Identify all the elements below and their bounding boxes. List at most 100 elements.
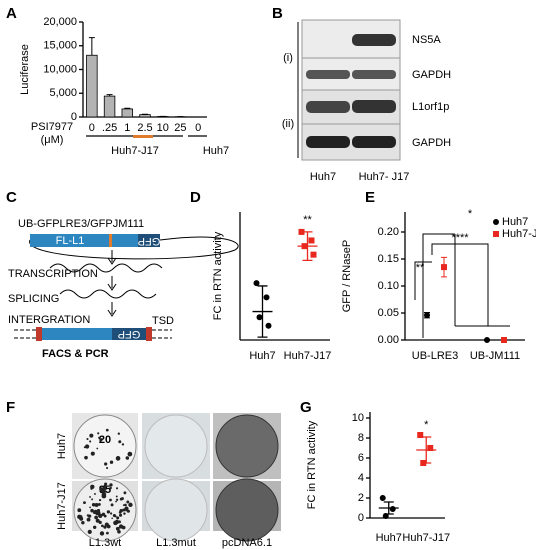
x-tick-label: Huh7-J17: [402, 532, 450, 544]
annotation: *: [424, 419, 429, 431]
colony: [97, 502, 101, 506]
colony: [98, 520, 102, 525]
row-label: Huh7-J17: [56, 482, 68, 530]
colony: [117, 530, 121, 534]
colony: [124, 503, 127, 507]
tsd-label: TSD: [152, 315, 174, 327]
colony: [115, 526, 120, 531]
colony: [102, 488, 106, 493]
y-axis-label: FC in RTN activity: [212, 231, 224, 320]
reporter: [112, 328, 146, 340]
group-label: Huh7-J17: [111, 145, 159, 157]
colony: [99, 438, 103, 442]
plate: [73, 414, 137, 478]
bar: [139, 114, 151, 118]
count: 20: [99, 434, 111, 446]
point: [379, 495, 386, 501]
colony: [83, 501, 86, 505]
colony: [89, 506, 91, 509]
colony: [90, 451, 95, 456]
y-tick-label: 0.00: [378, 334, 399, 346]
colony: [91, 502, 96, 507]
band: [352, 34, 396, 46]
colony: [94, 503, 99, 507]
legend-label: Huh7: [502, 216, 528, 228]
annotation: ****: [451, 232, 469, 244]
colony: [118, 524, 124, 529]
error-bar: [484, 338, 490, 342]
mean-error: [252, 285, 273, 338]
x-tick-label: 25: [174, 122, 186, 134]
point: [265, 322, 272, 329]
plates: 20 95 Huh7 Huh7-J17 L1.3wt L1.3mut pcDNA…: [56, 413, 281, 549]
colony: [106, 531, 109, 535]
colony: [121, 497, 124, 500]
colony: [93, 510, 97, 515]
point: [253, 280, 260, 287]
point: [298, 228, 305, 235]
panel-letter: F: [6, 399, 15, 416]
colony: [89, 433, 94, 438]
band-label: L1orf1p: [412, 101, 449, 113]
colony: [103, 525, 107, 529]
colony: [106, 466, 109, 470]
bar: [121, 108, 133, 118]
bar: [103, 95, 116, 118]
colony: [95, 518, 100, 523]
colony: [87, 514, 92, 518]
y-tick-label: 10,000: [43, 63, 77, 75]
band-label: GAPDH: [412, 69, 451, 81]
reporter-label: GFP: [138, 235, 161, 247]
colony: [90, 508, 94, 513]
x-tick-label: UB-LRE3: [412, 350, 458, 362]
group-label: Huh7: [203, 145, 229, 157]
step-label: SPLICING: [8, 293, 59, 305]
panel-letter: G: [300, 399, 312, 416]
colony: [119, 508, 123, 513]
bracket: [431, 243, 489, 326]
colony: [128, 502, 133, 508]
point: [308, 237, 315, 244]
colony: [110, 503, 114, 507]
colony: [104, 462, 108, 466]
annotation: **: [416, 262, 425, 274]
y-axis-label: GFP / RNaseP: [341, 240, 353, 313]
colony: [109, 483, 113, 487]
band-label: NS5A: [412, 34, 441, 46]
colony: [111, 517, 113, 520]
colony: [115, 456, 121, 461]
step-label: INTERGRATION: [8, 314, 90, 326]
point: [389, 506, 396, 512]
significance: ** **** *: [414, 208, 510, 338]
point: [256, 314, 263, 321]
colony: [103, 514, 107, 518]
x-tick-label: Huh7: [249, 350, 275, 362]
colony: [98, 498, 102, 502]
group-label: (ii): [282, 118, 294, 130]
colony: [86, 517, 91, 522]
point: [427, 445, 434, 451]
y-tick-label: 0: [71, 111, 77, 123]
colony: [125, 509, 128, 512]
colony: [117, 432, 121, 435]
colony: [99, 531, 105, 536]
colony: [101, 524, 104, 528]
lane-label: Huh7: [310, 171, 336, 183]
x-tick-label: 0: [89, 122, 95, 134]
y-tick-label: 6: [358, 452, 364, 464]
colony: [109, 460, 114, 464]
band: [352, 100, 396, 113]
colony: [127, 451, 133, 457]
lane-label: Huh7- J17: [359, 171, 410, 183]
colony: [77, 508, 82, 513]
error-bar: [424, 311, 430, 319]
error-bar: [441, 256, 447, 278]
colony: [114, 515, 117, 518]
error-bar: [106, 94, 113, 97]
readout: FACS & PCR: [42, 348, 109, 360]
x-tick-label: 2.5: [137, 122, 152, 134]
colony: [81, 520, 85, 525]
error-bar: [88, 37, 95, 56]
colony: [98, 436, 101, 440]
rna: [49, 263, 163, 273]
